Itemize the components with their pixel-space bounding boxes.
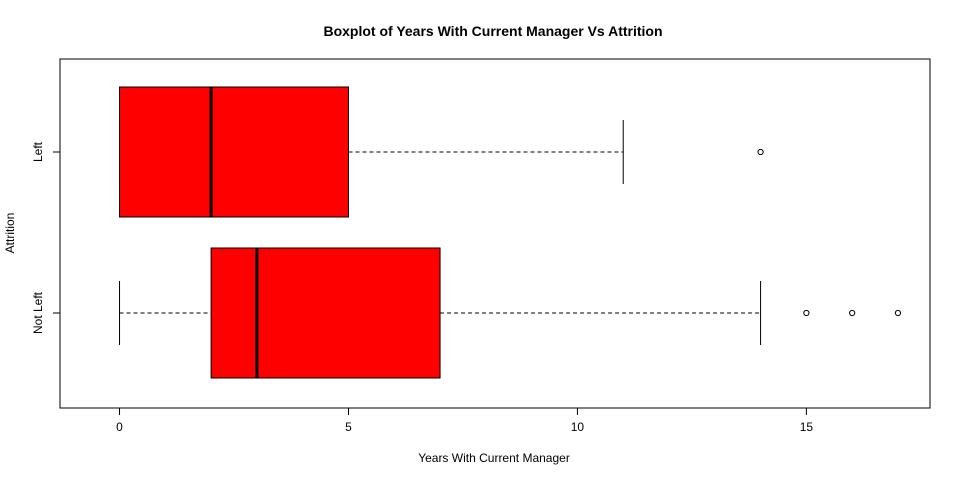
iqr-box	[210, 247, 441, 379]
x-axis-label: Years With Current Manager	[418, 451, 570, 465]
outlier-point	[803, 309, 810, 317]
outlier-point	[849, 309, 856, 317]
outlier-point	[757, 148, 764, 156]
y-axis: Not Left Left	[31, 141, 61, 334]
outlier-point	[894, 309, 902, 317]
x-tick-label: 0	[116, 420, 123, 434]
y-axis-label: Attrition	[3, 213, 17, 254]
chart-title: Boxplot of Years With Current Manager Vs…	[323, 23, 662, 39]
box-group-not-left	[119, 247, 902, 379]
x-axis: 0 5 10 15	[116, 407, 814, 434]
y-tick-label: Not Left	[31, 291, 45, 334]
boxes-layer	[119, 86, 902, 379]
x-tick-label: 15	[800, 420, 814, 434]
x-tick-label: 10	[571, 420, 585, 434]
iqr-box	[119, 86, 349, 218]
x-tick-label: 5	[345, 420, 352, 434]
y-tick-label: Left	[31, 141, 45, 162]
box-group-left	[119, 86, 764, 218]
